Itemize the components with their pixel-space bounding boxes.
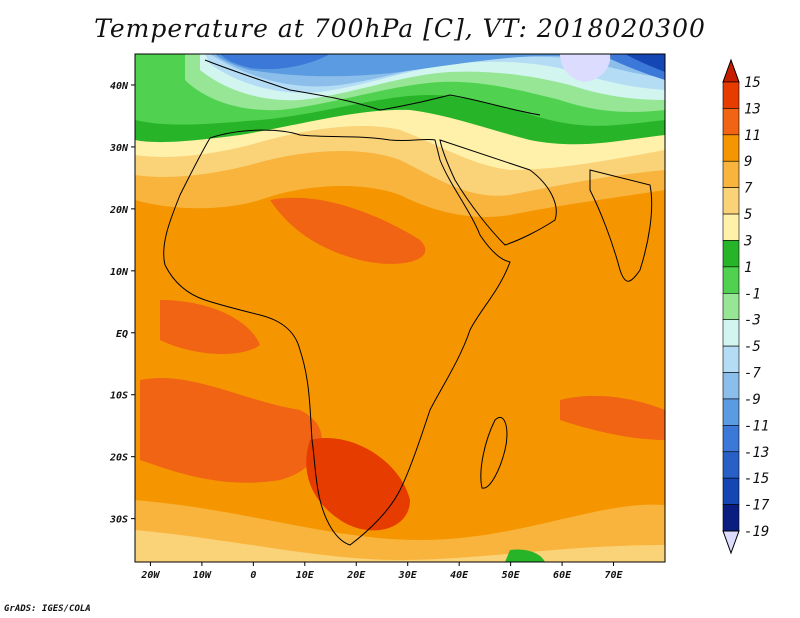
lat-tick-label: 40N xyxy=(110,81,129,92)
colorbar-label: 15 xyxy=(744,75,761,91)
colorbar-bottom-arrow xyxy=(722,530,740,555)
lat-tick-label: 30N xyxy=(109,143,129,154)
colorbar-label: 11 xyxy=(744,128,761,144)
field-patch-sw xyxy=(140,377,322,483)
colorbar-label: 5 xyxy=(744,207,752,223)
colorbar-label: 3 xyxy=(743,233,752,249)
chart-title: Temperature at 700hPa [C], VT: 201802030… xyxy=(94,14,706,43)
colorbar-box xyxy=(722,477,740,505)
lon-tick-label: 0 xyxy=(250,570,256,581)
colorbar-label: -9 xyxy=(744,392,761,408)
colorbar-label: -7 xyxy=(744,366,761,382)
longitude-axis: 20W 10W 0 10E 20E 30E 40E 50E 60E 70E xyxy=(140,562,624,581)
colorbar-box xyxy=(722,266,740,294)
colorbar-box xyxy=(722,160,740,188)
arabia-coastline xyxy=(439,139,557,246)
lat-tick-label: 20S xyxy=(109,453,128,464)
colorbar-box xyxy=(722,108,740,136)
lon-tick-label: 70E xyxy=(605,570,624,581)
field-patch-guinea xyxy=(160,300,260,355)
colorbar-top-arrow xyxy=(722,58,740,83)
colorbar-label: -13 xyxy=(744,445,769,461)
field-north-m13 xyxy=(220,54,330,70)
colorbar-box xyxy=(722,504,740,532)
lat-tick-label: 20N xyxy=(109,205,129,216)
lon-tick-label: 20E xyxy=(346,570,366,581)
colorbar-box xyxy=(722,372,740,400)
colorbar-label: 1 xyxy=(744,260,752,276)
colorbar-box xyxy=(722,187,740,215)
lat-tick-label: 30S xyxy=(109,515,128,526)
colorbar-label: 13 xyxy=(744,101,761,117)
lat-tick-label: EQ xyxy=(116,329,128,340)
lon-tick-label: 10E xyxy=(296,570,315,581)
colorbar-box xyxy=(722,345,740,373)
colorbar-box xyxy=(722,425,740,453)
india-coastline xyxy=(589,169,653,282)
lon-tick-label: 40E xyxy=(450,570,469,581)
colorbar-box xyxy=(722,292,740,321)
colorbar-label: -11 xyxy=(744,418,769,434)
colorbar-label: -15 xyxy=(744,471,769,487)
field-patch-kalahari xyxy=(306,438,410,531)
colorbar-label: -3 xyxy=(744,313,761,329)
field-northeast-m17 xyxy=(625,54,665,72)
latitude-axis: 40N 30N 20N 10N EQ 10S 20S 30S xyxy=(109,81,135,526)
field-south-7 xyxy=(135,500,665,562)
colorbar-box xyxy=(722,240,740,268)
lon-tick-label: 50E xyxy=(502,570,521,581)
colorbar-box xyxy=(722,451,740,479)
africa-coastline xyxy=(163,129,511,546)
lat-tick-label: 10S xyxy=(110,391,128,402)
colorbar-label: 9 xyxy=(744,154,752,170)
field-northeast-m19 xyxy=(560,54,611,82)
lon-tick-label: 20W xyxy=(140,570,160,581)
madagascar-coastline xyxy=(480,417,508,489)
colorbar-box xyxy=(722,81,740,109)
colorbar-label: -5 xyxy=(744,339,761,355)
field-patch-sahel xyxy=(270,197,426,264)
footer-credit: GrADS: IGES/COLA xyxy=(4,604,91,614)
colorbar-label: -17 xyxy=(744,498,770,514)
lon-tick-label: 60E xyxy=(553,570,572,581)
colorbar: 15 13 11 9 7 5 3 1 -1 -3 -5 -7 -9 -11 -13 -15 -17 -19 xyxy=(722,58,770,555)
lon-tick-label: 10W xyxy=(193,570,212,581)
field-south-green xyxy=(505,549,545,562)
map-frame xyxy=(134,53,666,563)
colorbar-label: 7 xyxy=(744,181,753,197)
colorbar-box xyxy=(722,398,740,426)
field-patch-indian xyxy=(560,395,665,440)
lon-tick-label: 30E xyxy=(398,570,418,581)
temperature-field xyxy=(135,54,665,562)
colorbar-box xyxy=(722,319,740,347)
colorbar-label: -1 xyxy=(744,286,761,302)
field-north-m11 xyxy=(215,54,665,77)
lat-tick-label: 10N xyxy=(110,267,129,278)
colorbar-label: -19 xyxy=(744,524,769,540)
colorbar-box xyxy=(722,213,740,241)
colorbar-box xyxy=(722,134,740,162)
europe-coastline xyxy=(204,59,541,116)
